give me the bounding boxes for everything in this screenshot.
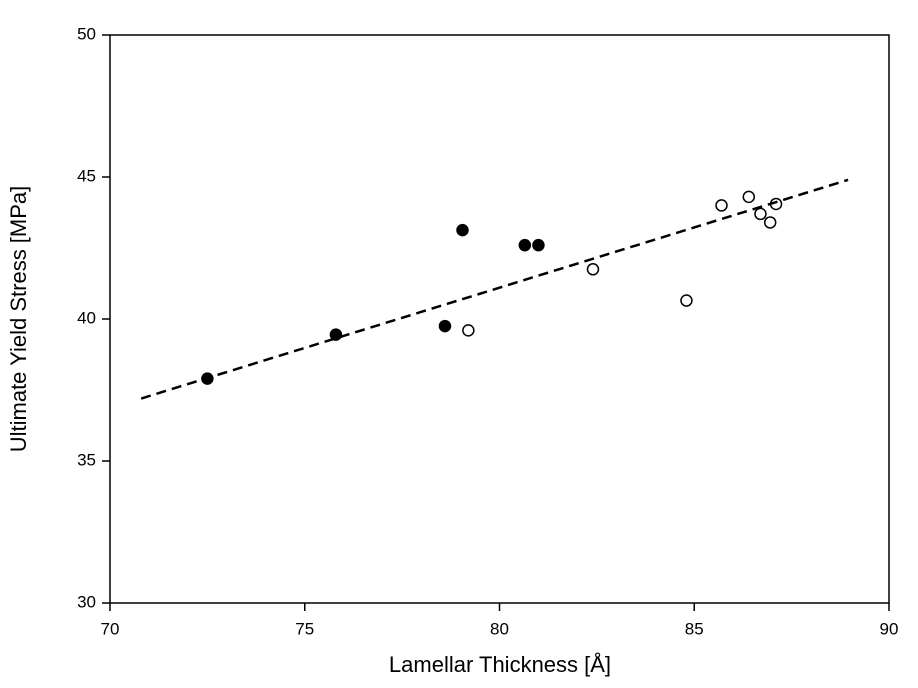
scatter-point	[456, 223, 469, 237]
scatter-point	[518, 238, 532, 252]
scatter-point	[462, 324, 475, 337]
scatter-point	[680, 294, 693, 307]
y-tick-label: 50	[77, 24, 96, 43]
scatter-point	[586, 263, 600, 276]
scatter-point	[438, 319, 452, 333]
scatter-point	[754, 207, 767, 221]
plot-frame	[109, 34, 890, 604]
x-tick-label: 80	[490, 619, 509, 638]
scatter-point	[532, 238, 545, 252]
y-axis-label: Ultimate Yield Stress [MPa]	[6, 186, 31, 453]
y-tick-label: 30	[77, 592, 96, 611]
x-axis-label: Lamellar Thickness [Å]	[389, 652, 611, 677]
x-tick-label: 70	[101, 619, 120, 638]
scatter-point	[715, 199, 728, 212]
y-tick-label: 35	[77, 450, 96, 469]
x-tick-label: 75	[295, 619, 314, 638]
fit-line	[140, 178, 849, 400]
scatter-point	[763, 216, 777, 229]
y-tick-label: 40	[77, 308, 96, 327]
x-tick-label: 90	[880, 619, 899, 638]
scatter-point	[742, 190, 756, 204]
scatter-point	[329, 328, 343, 341]
x-tick-label: 85	[685, 619, 704, 638]
y-tick-label: 45	[77, 166, 96, 185]
